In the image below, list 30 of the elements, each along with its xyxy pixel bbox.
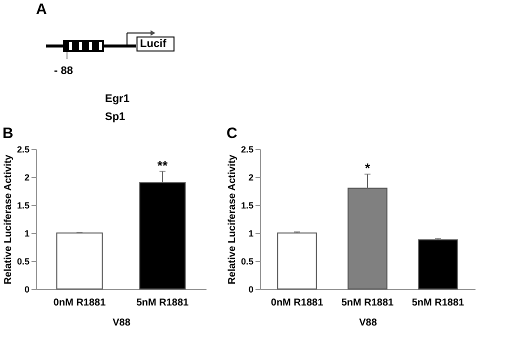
y-tick-label: 2 [248,172,254,182]
y-axis-title: Relative Luciferase Activity [2,154,14,284]
x-tick-label: 5nM R1881 [136,298,190,308]
y-tick-label: 1.5 [240,200,254,210]
y-tick-label: 2.5 [16,144,30,154]
annotation: ** [157,158,168,173]
x-tick-label: 5nM R1881 [341,298,394,308]
chart-title: B [2,125,14,142]
y-tick-label: 0.5 [16,256,30,266]
y-tick-label: 1.5 [16,200,30,210]
y-tick-label: 2.5 [240,144,254,154]
x-tick-label: 0nM R1881 [53,298,106,308]
text: - 88 [54,65,73,77]
chart-title: C [226,125,238,142]
y-tick-label: 1 [248,228,254,238]
y-tick-label: 1 [24,228,30,238]
y-tick-label: 0 [248,284,254,294]
text: Egr1 [105,93,130,105]
text: Lucif [140,38,167,50]
x-tick-label: 0nM R1881 [270,298,324,308]
x-axis-title: V88 [359,318,378,328]
x-axis-title: V88 [112,318,131,328]
text: Sp1 [105,111,126,123]
y-tick-label: 0.5 [240,256,254,266]
text: A [36,1,47,18]
annotation: * [364,160,371,176]
y-tick-label: 0 [24,284,30,294]
y-axis-title: Relative Luciferase Activity [226,154,238,284]
x-tick-label: 5nM R1881 [412,298,465,308]
y-tick-label: 2 [24,172,30,182]
